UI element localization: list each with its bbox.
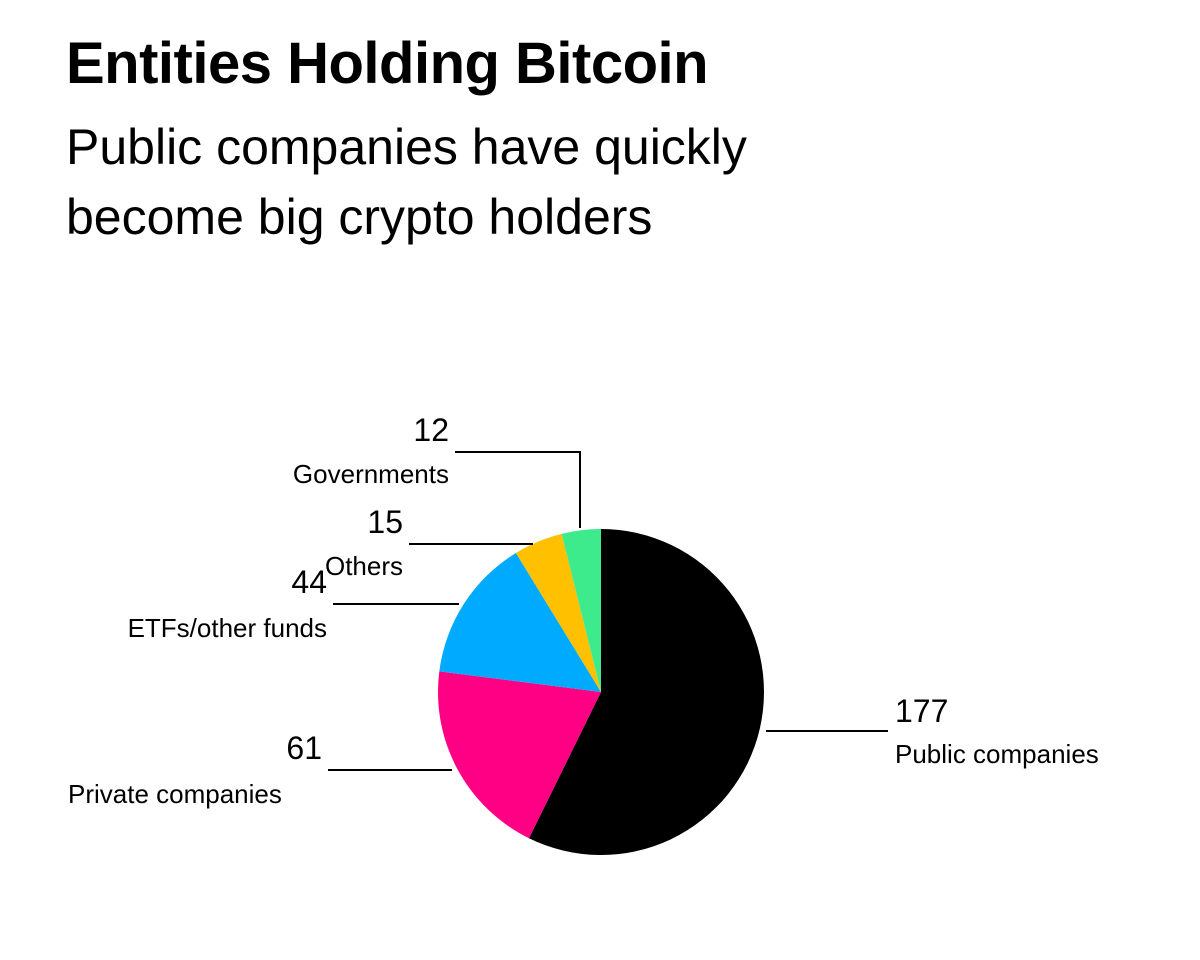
category-label-public-companies: Public companies [895, 739, 1099, 769]
category-label-private-companies: Private companies [68, 779, 282, 809]
value-label-etfs-other-funds: 44 [291, 564, 327, 600]
category-label-governments: Governments [293, 459, 449, 489]
leader-line-governments [455, 451, 581, 528]
chart-subtitle: Public companies have quickly become big… [66, 112, 966, 252]
chart-title: Entities Holding Bitcoin [66, 31, 709, 96]
pie-slice-etfs-other-funds [439, 552, 601, 692]
category-label-etfs-other-funds: ETFs/other funds [128, 613, 327, 643]
value-label-private-companies: 61 [286, 730, 322, 766]
value-label-governments: 12 [413, 412, 449, 448]
pie-slice-private-companies [437, 671, 601, 839]
pie-slice-governments [561, 529, 601, 692]
category-label-others: Others [325, 551, 403, 581]
value-label-others: 15 [367, 504, 403, 540]
chart-subtitle-line-1: Public companies have quickly [66, 119, 747, 175]
value-label-public-companies: 177 [895, 693, 948, 729]
chart-subtitle-line-2: become big crypto holders [66, 189, 653, 245]
pie-slice-others [515, 533, 601, 692]
pie-slice-public-companies [529, 529, 764, 855]
